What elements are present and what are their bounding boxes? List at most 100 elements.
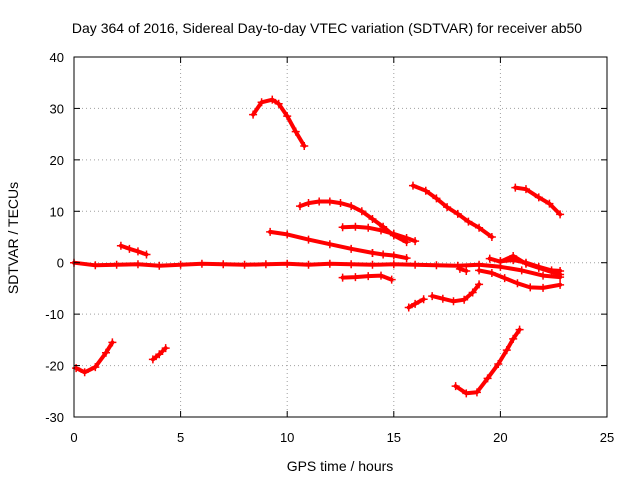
axis-ticks: 0 5 10 15 20 25 -30 -20 -10 0 10 20 30 40	[45, 50, 614, 445]
data-point	[291, 127, 300, 136]
data-point	[402, 234, 411, 243]
data-point	[91, 261, 100, 270]
series-3	[116, 241, 151, 259]
y-tick-label: 10	[50, 204, 64, 219]
data-point	[487, 269, 496, 277]
data-point	[455, 264, 464, 273]
data-point	[219, 260, 228, 269]
data-point	[521, 258, 530, 267]
data-point	[556, 280, 565, 289]
data-point	[421, 186, 430, 195]
data-point	[364, 223, 373, 232]
data-point	[432, 261, 441, 270]
data-point	[133, 260, 142, 269]
data-point	[500, 274, 509, 283]
data-point	[475, 223, 484, 232]
y-axis-label: SDTVAR / TECUs	[5, 182, 21, 294]
data-point	[108, 338, 117, 347]
data-point	[368, 260, 377, 269]
data-point	[368, 248, 377, 257]
data-point	[377, 271, 386, 280]
series-19	[511, 183, 565, 219]
data-point	[539, 283, 548, 292]
y-tick-label: -30	[45, 410, 64, 425]
data-point	[347, 244, 356, 253]
data-point	[304, 260, 313, 269]
series-15	[455, 264, 471, 275]
data-point	[556, 210, 565, 219]
data-point	[338, 273, 347, 282]
data-point	[404, 303, 413, 312]
data-point	[411, 237, 420, 246]
data-point	[347, 202, 356, 211]
data-point	[268, 95, 277, 104]
y-tick-label: 20	[50, 153, 64, 168]
data-point	[462, 266, 471, 275]
data-point	[283, 230, 292, 239]
data-point	[148, 355, 157, 364]
data-point	[539, 271, 548, 280]
data-point	[517, 266, 526, 275]
data-point	[125, 244, 134, 253]
data-point	[496, 257, 505, 266]
data-point	[325, 240, 334, 249]
data-point	[419, 295, 428, 304]
data-point	[408, 181, 417, 190]
series-10	[368, 248, 411, 263]
data-point	[483, 374, 492, 383]
data-point	[521, 185, 530, 194]
data-point	[257, 98, 266, 107]
data-point	[249, 110, 258, 119]
x-axis-label: GPS time / hours	[287, 458, 394, 474]
x-tick-label: 15	[387, 430, 401, 445]
data-point	[411, 260, 420, 269]
series-line	[370, 250, 409, 261]
data-point	[325, 197, 334, 206]
series-8	[338, 222, 420, 246]
y-tick-label: 40	[50, 50, 64, 65]
data-point	[526, 283, 535, 292]
data-point	[300, 141, 309, 150]
x-tick-label: 25	[600, 430, 614, 445]
data-point	[347, 260, 356, 269]
series-line	[340, 224, 418, 244]
series-14	[451, 325, 524, 398]
data-point	[511, 183, 520, 192]
series-line	[72, 260, 563, 280]
series-4	[148, 344, 170, 364]
data-point	[515, 325, 524, 334]
data-point	[155, 261, 164, 270]
data-point	[443, 203, 452, 212]
data-point	[80, 368, 89, 377]
series-line	[118, 243, 149, 257]
data-point	[464, 217, 473, 226]
data-point	[432, 194, 441, 203]
x-tick-label: 0	[70, 430, 77, 445]
data-point	[261, 260, 270, 269]
series-line	[513, 185, 563, 217]
data-point	[91, 363, 100, 372]
data-point	[338, 223, 347, 232]
series-1	[70, 258, 565, 282]
data-point	[389, 229, 398, 238]
data-point	[357, 207, 366, 216]
data-point	[475, 280, 484, 289]
data-point	[116, 241, 125, 250]
series-11	[404, 295, 428, 312]
data-point	[112, 260, 121, 269]
data-point	[283, 112, 292, 121]
data-point	[155, 350, 164, 359]
data-point	[428, 292, 437, 301]
data-point	[295, 202, 304, 211]
data-point	[468, 288, 477, 297]
data-point	[101, 348, 110, 357]
data-point	[449, 297, 458, 306]
series-5	[249, 95, 309, 150]
series-line	[411, 183, 494, 239]
data-point	[161, 344, 170, 353]
data-point	[513, 279, 522, 288]
data-point	[451, 382, 460, 391]
data-point	[534, 193, 543, 202]
data-point	[547, 266, 556, 275]
y-tick-label: -10	[45, 307, 64, 322]
